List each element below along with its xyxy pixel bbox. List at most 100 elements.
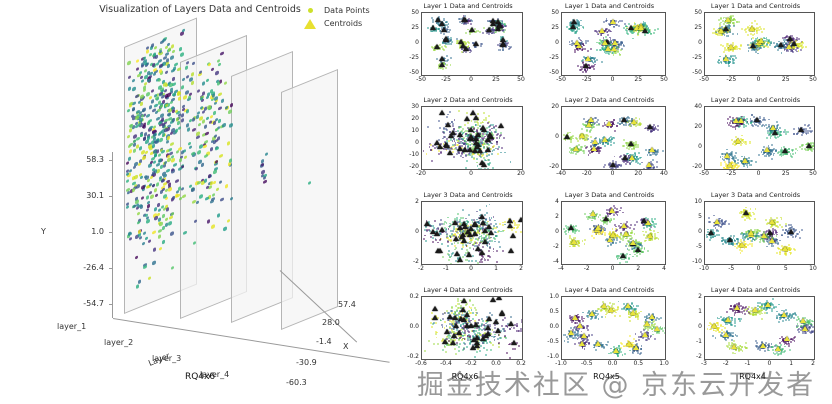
data-point xyxy=(587,39,590,42)
data-point xyxy=(136,136,140,141)
data-point xyxy=(605,212,608,214)
data-point xyxy=(137,279,142,285)
data-point xyxy=(651,218,653,221)
centroid-marker xyxy=(610,46,617,52)
data-point xyxy=(495,134,498,136)
data-point xyxy=(161,132,166,138)
data-point xyxy=(441,37,444,40)
data-point xyxy=(495,227,498,229)
data-point xyxy=(492,225,495,228)
data-point xyxy=(517,330,520,332)
data-point xyxy=(458,17,461,20)
data-point xyxy=(481,141,484,144)
data-point xyxy=(624,25,627,28)
data-point xyxy=(471,219,474,222)
data-point xyxy=(486,19,489,22)
data-point xyxy=(636,157,639,160)
data-point xyxy=(515,223,518,226)
data-point xyxy=(149,71,153,76)
data-point xyxy=(424,349,427,352)
data-point xyxy=(134,255,139,261)
data-point xyxy=(471,317,474,320)
data-point xyxy=(601,142,604,145)
data-point xyxy=(453,140,456,143)
data-point xyxy=(174,62,178,68)
data-point xyxy=(571,151,574,154)
data-point xyxy=(443,44,446,47)
data-point xyxy=(589,48,592,50)
data-point xyxy=(426,27,429,30)
data-point xyxy=(612,123,615,126)
data-point xyxy=(443,223,446,226)
data-point xyxy=(445,42,448,45)
data-point xyxy=(473,219,476,222)
data-point xyxy=(474,240,477,243)
y-tick-label: -50 xyxy=(549,69,559,76)
data-point xyxy=(440,237,442,240)
data-point xyxy=(126,178,130,184)
data-point xyxy=(516,324,519,327)
x-tick-label: -2 xyxy=(418,265,424,272)
layer-points-4 xyxy=(281,70,336,328)
data-point xyxy=(493,227,496,230)
centroid-marker xyxy=(500,36,506,42)
data-point xyxy=(442,33,445,35)
data-point xyxy=(618,209,621,212)
data-point xyxy=(481,255,484,258)
data-point xyxy=(480,318,483,320)
data-point xyxy=(137,162,142,167)
data-point xyxy=(490,222,492,225)
data-point xyxy=(628,253,631,256)
data-point xyxy=(440,319,443,322)
data-point xyxy=(483,257,486,260)
data-point xyxy=(496,18,499,21)
data-point xyxy=(466,244,469,247)
data-point xyxy=(486,121,489,124)
data-point xyxy=(459,229,462,232)
data-point xyxy=(500,151,502,154)
data-point xyxy=(635,143,638,146)
data-point xyxy=(486,132,489,135)
data-point xyxy=(450,243,453,246)
data-point xyxy=(487,143,489,145)
data-point xyxy=(449,39,452,42)
data-point xyxy=(152,72,156,77)
data-point xyxy=(444,63,447,66)
data-point xyxy=(485,133,488,136)
data-point xyxy=(431,149,433,152)
data-point xyxy=(472,152,474,155)
data-point xyxy=(475,350,478,353)
data-point xyxy=(438,120,441,123)
data-point xyxy=(619,207,622,210)
data-point xyxy=(577,25,580,27)
data-point xyxy=(483,131,486,134)
data-point xyxy=(616,166,619,169)
data-point xyxy=(504,25,507,27)
data-point xyxy=(141,63,145,69)
data-point xyxy=(457,151,460,154)
centroid-marker xyxy=(585,55,592,61)
centroid-marker xyxy=(456,224,463,230)
data-point xyxy=(126,190,130,196)
data-point xyxy=(592,237,595,240)
data-point xyxy=(463,49,465,52)
data-point xyxy=(494,131,497,134)
data-point xyxy=(603,165,605,168)
data-point xyxy=(153,188,157,193)
data-point xyxy=(127,143,132,149)
data-point xyxy=(483,136,486,139)
data-point xyxy=(457,150,460,152)
subplot-col1-layer2: Layer 2 Data and Centroids 30 20 10 0 -10 -20-… xyxy=(395,96,535,190)
centroid-marker xyxy=(628,141,635,147)
data-point xyxy=(479,350,482,353)
y-tick-label: 20 xyxy=(551,103,559,110)
data-point xyxy=(481,225,484,228)
data-point xyxy=(451,307,453,309)
centroid-marker xyxy=(589,211,596,217)
data-point xyxy=(453,248,456,251)
data-point xyxy=(588,130,591,133)
data-point xyxy=(444,148,447,151)
subplot-title: Layer 2 Data and Centroids xyxy=(564,96,655,104)
data-point xyxy=(437,20,440,23)
